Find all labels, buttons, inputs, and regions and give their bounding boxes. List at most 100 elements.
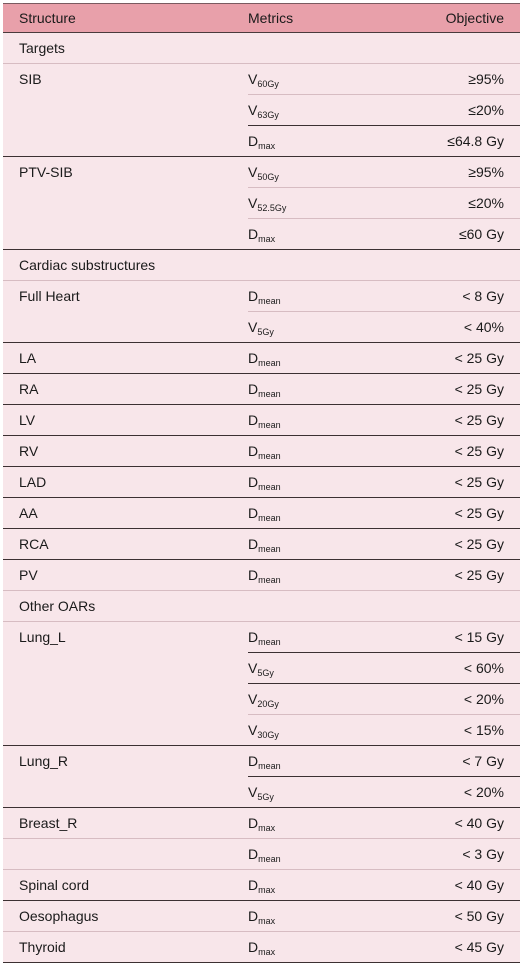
metric-cell: Dmean xyxy=(248,404,398,436)
metric-cell: Dmean xyxy=(248,435,398,467)
structure-cell: Thyroid xyxy=(3,931,248,963)
metric-cell: Dmax xyxy=(248,807,398,839)
table-row: LA Dmean < 25 Gy xyxy=(3,342,520,374)
table-row: Dmean < 3 Gy xyxy=(3,838,520,870)
structure-cell xyxy=(3,838,248,870)
objective-cell: < 40 Gy xyxy=(398,807,520,839)
table-row: V30Gy < 15% xyxy=(3,714,520,746)
structure-cell: PTV-SIB xyxy=(3,156,248,188)
structure-cell: SIB xyxy=(3,63,248,95)
objective-cell: < 40 Gy xyxy=(398,869,520,901)
table-row: Lung_R Dmean < 7 Gy xyxy=(3,745,520,777)
structure-cell: LA xyxy=(3,342,248,374)
table-row: Lung_L Dmean < 15 Gy xyxy=(3,621,520,653)
structure-cell xyxy=(3,715,248,746)
table-row: Dmax ≤60 Gy xyxy=(3,218,520,250)
table-row: Thyroid Dmax < 45 Gy xyxy=(3,931,520,963)
table-row: V5Gy < 20% xyxy=(3,776,520,808)
objective-cell: ≥95% xyxy=(398,63,520,95)
section-label: Other OARs xyxy=(3,590,520,622)
structure-cell: RCA xyxy=(3,528,248,560)
objective-cell: < 50 Gy xyxy=(398,900,520,932)
structure-cell xyxy=(3,312,248,343)
structure-cell: LV xyxy=(3,404,248,436)
objective-cell: < 45 Gy xyxy=(398,931,520,963)
metric-cell: Dmean xyxy=(248,466,398,498)
metric-cell: Dmax xyxy=(248,125,398,157)
table-row: AA Dmean < 25 Gy xyxy=(3,497,520,529)
objective-cell: < 25 Gy xyxy=(398,559,520,591)
table-row: V5Gy < 40% xyxy=(3,311,520,343)
objective-cell: < 15 Gy xyxy=(398,621,520,653)
structure-cell: Full Heart xyxy=(3,280,248,312)
metric-cell: V5Gy xyxy=(248,311,398,343)
structure-cell xyxy=(3,126,248,157)
metric-cell: V5Gy xyxy=(248,776,398,808)
structure-cell xyxy=(3,777,248,808)
structure-cell xyxy=(3,653,248,684)
metric-cell: V20Gy xyxy=(248,683,398,715)
structure-cell xyxy=(3,219,248,250)
objective-cell: ≤60 Gy xyxy=(398,218,520,250)
section-row-other: Other OARs xyxy=(3,590,520,622)
objective-cell: < 25 Gy xyxy=(398,404,520,436)
metric-cell: Dmean xyxy=(248,528,398,560)
section-row-cardiac: Cardiac substructures xyxy=(3,249,520,281)
table-row: PTV-SIB V50Gy ≥95% xyxy=(3,156,520,188)
objective-cell: < 25 Gy xyxy=(398,373,520,405)
metric-cell: V63Gy xyxy=(248,94,398,126)
structure-cell xyxy=(3,188,248,219)
metric-cell: V30Gy xyxy=(248,714,398,746)
objective-cell: < 3 Gy xyxy=(398,838,520,870)
structure-cell: RA xyxy=(3,373,248,405)
structure-cell: Breast_R xyxy=(3,807,248,839)
objective-cell: < 40% xyxy=(398,311,520,343)
metric-cell: V52.5Gy xyxy=(248,187,398,219)
objective-cell: < 20% xyxy=(398,776,520,808)
metric-cell: Dmean xyxy=(248,280,398,312)
metric-cell: Dmax xyxy=(248,931,398,963)
structure-cell: Oesophagus xyxy=(3,900,248,932)
dose-constraints-table: Structure Metrics Objective Targets SIB … xyxy=(3,3,520,963)
section-row-targets: Targets xyxy=(3,32,520,64)
metric-cell: Dmean xyxy=(248,745,398,777)
structure-cell xyxy=(3,684,248,715)
objective-cell: < 7 Gy xyxy=(398,745,520,777)
header-row: Structure Metrics Objective xyxy=(3,3,520,33)
objective-cell: < 25 Gy xyxy=(398,342,520,374)
metric-cell: Dmax xyxy=(248,900,398,932)
metric-cell: V5Gy xyxy=(248,652,398,684)
table-row: V5Gy < 60% xyxy=(3,652,520,684)
table-row: V63Gy ≤20% xyxy=(3,94,520,126)
metric-cell: Dmax xyxy=(248,869,398,901)
table-row: RV Dmean < 25 Gy xyxy=(3,435,520,467)
objective-cell: < 25 Gy xyxy=(398,466,520,498)
structure-cell: PV xyxy=(3,559,248,591)
metric-cell: V60Gy xyxy=(248,63,398,95)
table-row: LAD Dmean < 25 Gy xyxy=(3,466,520,498)
dose-constraints-table-container: Structure Metrics Objective Targets SIB … xyxy=(3,3,520,963)
structure-cell: Spinal cord xyxy=(3,869,248,901)
objective-cell: < 25 Gy xyxy=(398,528,520,560)
table-row: Breast_R Dmax < 40 Gy xyxy=(3,807,520,839)
header-metrics: Metrics xyxy=(248,3,398,33)
table-row: Dmax ≤64.8 Gy xyxy=(3,125,520,157)
table-row: RA Dmean < 25 Gy xyxy=(3,373,520,405)
structure-cell xyxy=(3,95,248,126)
objective-cell: ≤64.8 Gy xyxy=(398,125,520,157)
objective-cell: ≥95% xyxy=(398,156,520,188)
objective-cell: < 25 Gy xyxy=(398,497,520,529)
objective-cell: < 8 Gy xyxy=(398,280,520,312)
header-objective: Objective xyxy=(398,3,520,33)
metric-cell: Dmean xyxy=(248,497,398,529)
metric-cell: Dmean xyxy=(248,621,398,653)
header-structure: Structure xyxy=(3,3,248,33)
metric-cell: Dmean xyxy=(248,838,398,870)
table-row: V20Gy < 20% xyxy=(3,683,520,715)
metric-cell: Dmean xyxy=(248,342,398,374)
section-label: Targets xyxy=(3,32,520,64)
structure-cell: RV xyxy=(3,435,248,467)
metric-cell: Dmean xyxy=(248,559,398,591)
table-row: PV Dmean < 25 Gy xyxy=(3,559,520,591)
metric-cell: Dmean xyxy=(248,373,398,405)
